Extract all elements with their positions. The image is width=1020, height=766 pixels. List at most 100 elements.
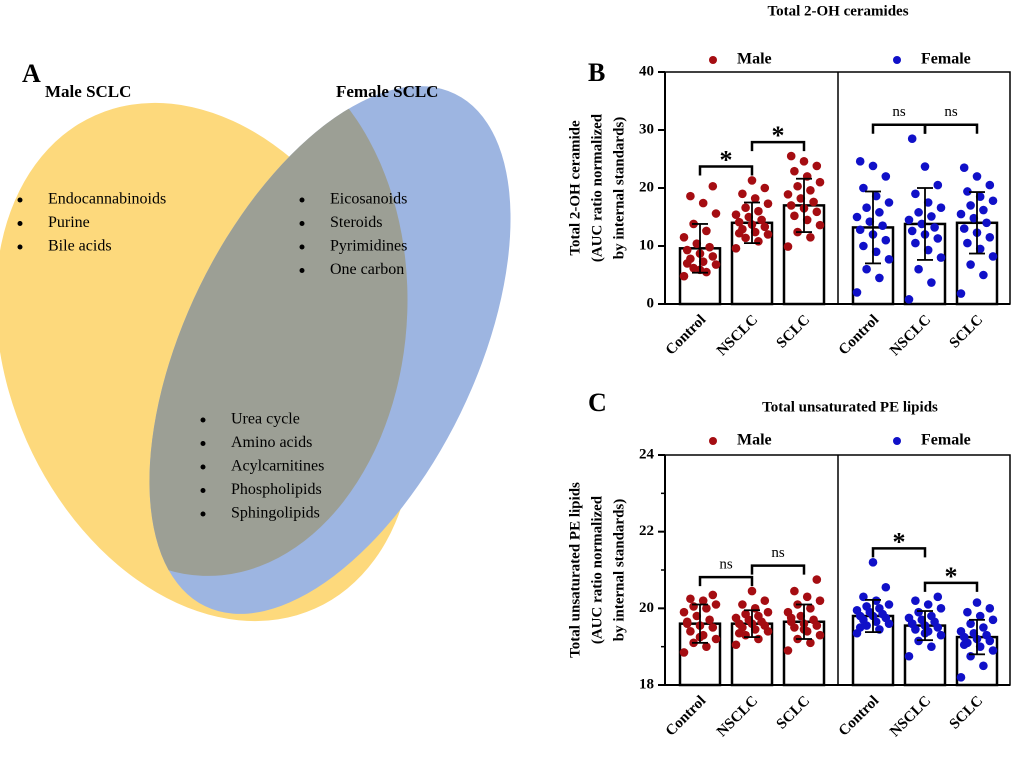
data-point [809,197,818,207]
data-point [786,151,796,161]
significance-label: ns [892,104,906,120]
data-point [711,209,721,218]
data-point [963,607,972,617]
bullet [299,268,305,273]
data-point [881,172,891,181]
data-point [936,253,946,262]
significance-bracket [698,575,754,587]
data-point [907,134,917,143]
venn-item: Bile acids [48,238,112,255]
x-tick-label: NSCLC [887,312,934,359]
data-point [705,615,714,625]
bullet [299,244,305,250]
data-point [698,198,708,208]
data-point [852,288,862,297]
significance-label: * [893,527,906,556]
data-point [763,607,773,617]
data-point [806,604,815,613]
data-point [809,615,818,625]
data-point [734,217,744,227]
data-point [923,198,933,207]
data-point [757,215,766,225]
data-point [914,607,923,617]
legend-marker [709,56,717,64]
data-point [959,640,969,650]
venn-item: One carbon [330,261,404,278]
bullet [299,197,305,203]
data-point [790,586,799,596]
venn-item: Phospholipids [231,481,322,498]
data-point [878,221,887,230]
data-point [686,627,695,636]
data-point [933,592,943,602]
bullet [200,417,206,423]
y-tick-label: 0 [647,295,655,311]
data-point [936,203,946,213]
data-point [793,181,802,191]
venn-title: Male SCLC [45,82,131,101]
data-point [904,651,914,661]
data-point [911,238,920,248]
data-point [741,609,750,619]
data-point [969,628,979,638]
data-point [972,598,982,607]
y-tick-label: 18 [639,676,654,692]
data-point [911,596,920,605]
x-tick-label: SCLC [947,312,987,352]
significance-bracket [871,547,927,558]
data-point [985,604,995,613]
data-point [682,617,692,627]
data-point [927,642,936,651]
bullet [17,244,23,250]
bullet [200,464,206,470]
x-tick-label: Control [836,693,882,739]
data-point [731,640,741,650]
data-point [802,592,812,602]
x-tick-label: Control [663,693,709,739]
data-point [689,602,698,611]
data-point [750,227,760,237]
data-point [702,226,711,236]
data-point [679,233,689,242]
data-point [982,218,991,228]
data-point [868,558,878,567]
data-point [692,239,702,248]
data-point [936,604,946,613]
y-tick-label: 20 [639,179,654,195]
data-point [966,651,975,661]
venn-overlap [149,86,417,583]
data-point [790,166,799,176]
venn-item: Urea cycle [231,411,300,428]
data-point [744,212,754,222]
data-point [734,628,744,638]
x-tick-label: NSCLC [714,693,761,740]
venn-title: Female SCLC [336,82,438,101]
data-point [966,619,975,628]
data-point [754,206,763,216]
data-point [862,203,871,213]
data-point [754,611,763,621]
data-point [698,596,708,605]
data-point [979,623,988,632]
data-point [988,252,998,261]
data-point [927,278,936,287]
data-point [698,257,708,266]
data-point [959,163,969,172]
data-point [855,225,865,235]
significance-label: * [720,145,733,174]
data-point [796,611,806,621]
panel-label: A [22,59,41,88]
significance-bracket [923,581,979,592]
data-point [783,242,793,251]
data-point [881,582,891,592]
data-point [966,201,975,210]
legend-label: Male [737,432,772,449]
data-point [747,586,757,596]
data-point [802,215,812,225]
data-point [871,191,881,201]
data-point [852,605,862,615]
data-point [855,157,865,166]
chart-title: Total unsaturated PE lipids [762,399,938,415]
legend-label: Female [921,432,971,449]
significance-bracket [923,123,979,134]
